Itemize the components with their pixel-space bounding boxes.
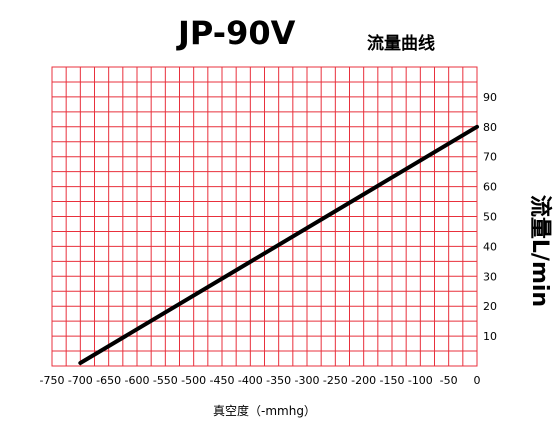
- y-axis-ticks: 10 20 30 40 50 60 70 80 90: [483, 91, 497, 343]
- y-tick-label: 70: [483, 151, 497, 164]
- x-tick-label: -500: [181, 374, 206, 387]
- x-tick-label: -650: [96, 374, 121, 387]
- grid: [51, 66, 478, 367]
- series-lines: [78, 124, 479, 366]
- y-tick-label: 10: [483, 330, 497, 343]
- x-tick-label: -300: [295, 374, 320, 387]
- y-tick-label: 40: [483, 240, 497, 253]
- x-tick-label: 0: [474, 374, 481, 387]
- y-tick-label: 90: [483, 91, 497, 104]
- x-tick-label: -50: [440, 374, 458, 387]
- x-tick-label: -400: [238, 374, 263, 387]
- y-tick-label: 30: [483, 270, 497, 283]
- x-tick-label: -150: [380, 374, 405, 387]
- x-tick-label: -250: [323, 374, 348, 387]
- x-tick-label: -750: [40, 374, 65, 387]
- x-tick-label: -350: [266, 374, 291, 387]
- x-tick-label: -450: [210, 374, 235, 387]
- x-tick-label: -200: [351, 374, 376, 387]
- x-tick-label: -700: [68, 374, 93, 387]
- y-axis-label: 流量L/min: [527, 194, 553, 308]
- x-tick-label: -100: [408, 374, 433, 387]
- y-tick-label: 50: [483, 211, 497, 224]
- y-tick-label: 80: [483, 121, 497, 134]
- chart-title: JP-90V: [178, 14, 296, 52]
- x-axis-ticks: -750 -700 -650 -600 -550 -500 -450 -400 -350 -300…: [40, 374, 481, 387]
- x-axis-label: 真空度（-mmhg）: [213, 404, 316, 418]
- chart-subtitle: 流量曲线: [367, 34, 435, 54]
- y-tick-label: 60: [483, 181, 497, 194]
- x-tick-label: -550: [153, 374, 178, 387]
- plot-border: [51, 66, 478, 367]
- series-line: [78, 124, 479, 366]
- y-tick-label: 20: [483, 300, 497, 313]
- x-tick-label: -600: [125, 374, 150, 387]
